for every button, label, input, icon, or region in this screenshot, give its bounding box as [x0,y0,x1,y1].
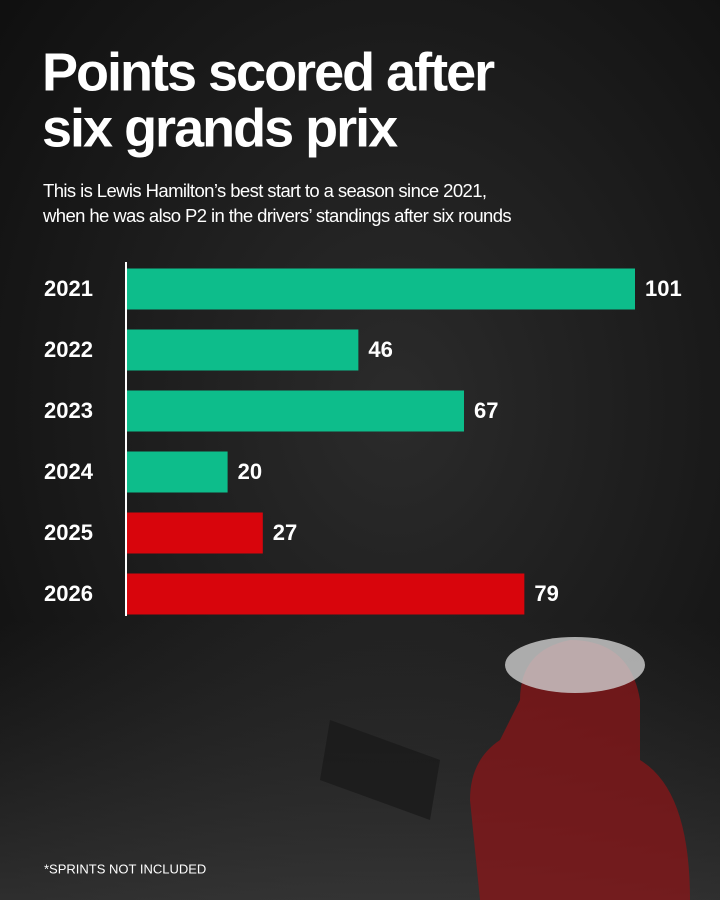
title: six grands prix [42,98,398,158]
category-label: 2022 [44,337,93,362]
value-label: 46 [368,337,392,362]
bar [127,390,464,432]
bar [127,329,359,371]
category-label: 2023 [44,398,93,423]
bar [127,268,635,310]
subtitle: when he was also P2 in the drivers’ stan… [42,205,511,226]
bar [127,451,228,493]
category-label: 2024 [44,459,94,484]
value-label: 101 [645,276,682,301]
value-label: 67 [474,398,498,423]
value-label: 27 [273,520,297,545]
footnote: *SPRINTS NOT INCLUDED [44,861,206,876]
bar [127,512,263,554]
bar [127,573,525,615]
category-label: 2025 [44,520,93,545]
value-label: 79 [534,581,558,606]
title: Points scored after [42,42,495,102]
category-label: 2026 [44,581,93,606]
photo-silhouette [320,637,690,900]
value-label: 20 [238,459,262,484]
category-label: 2021 [44,276,93,301]
subtitle: This is Lewis Hamilton’s best start to a… [43,180,486,201]
